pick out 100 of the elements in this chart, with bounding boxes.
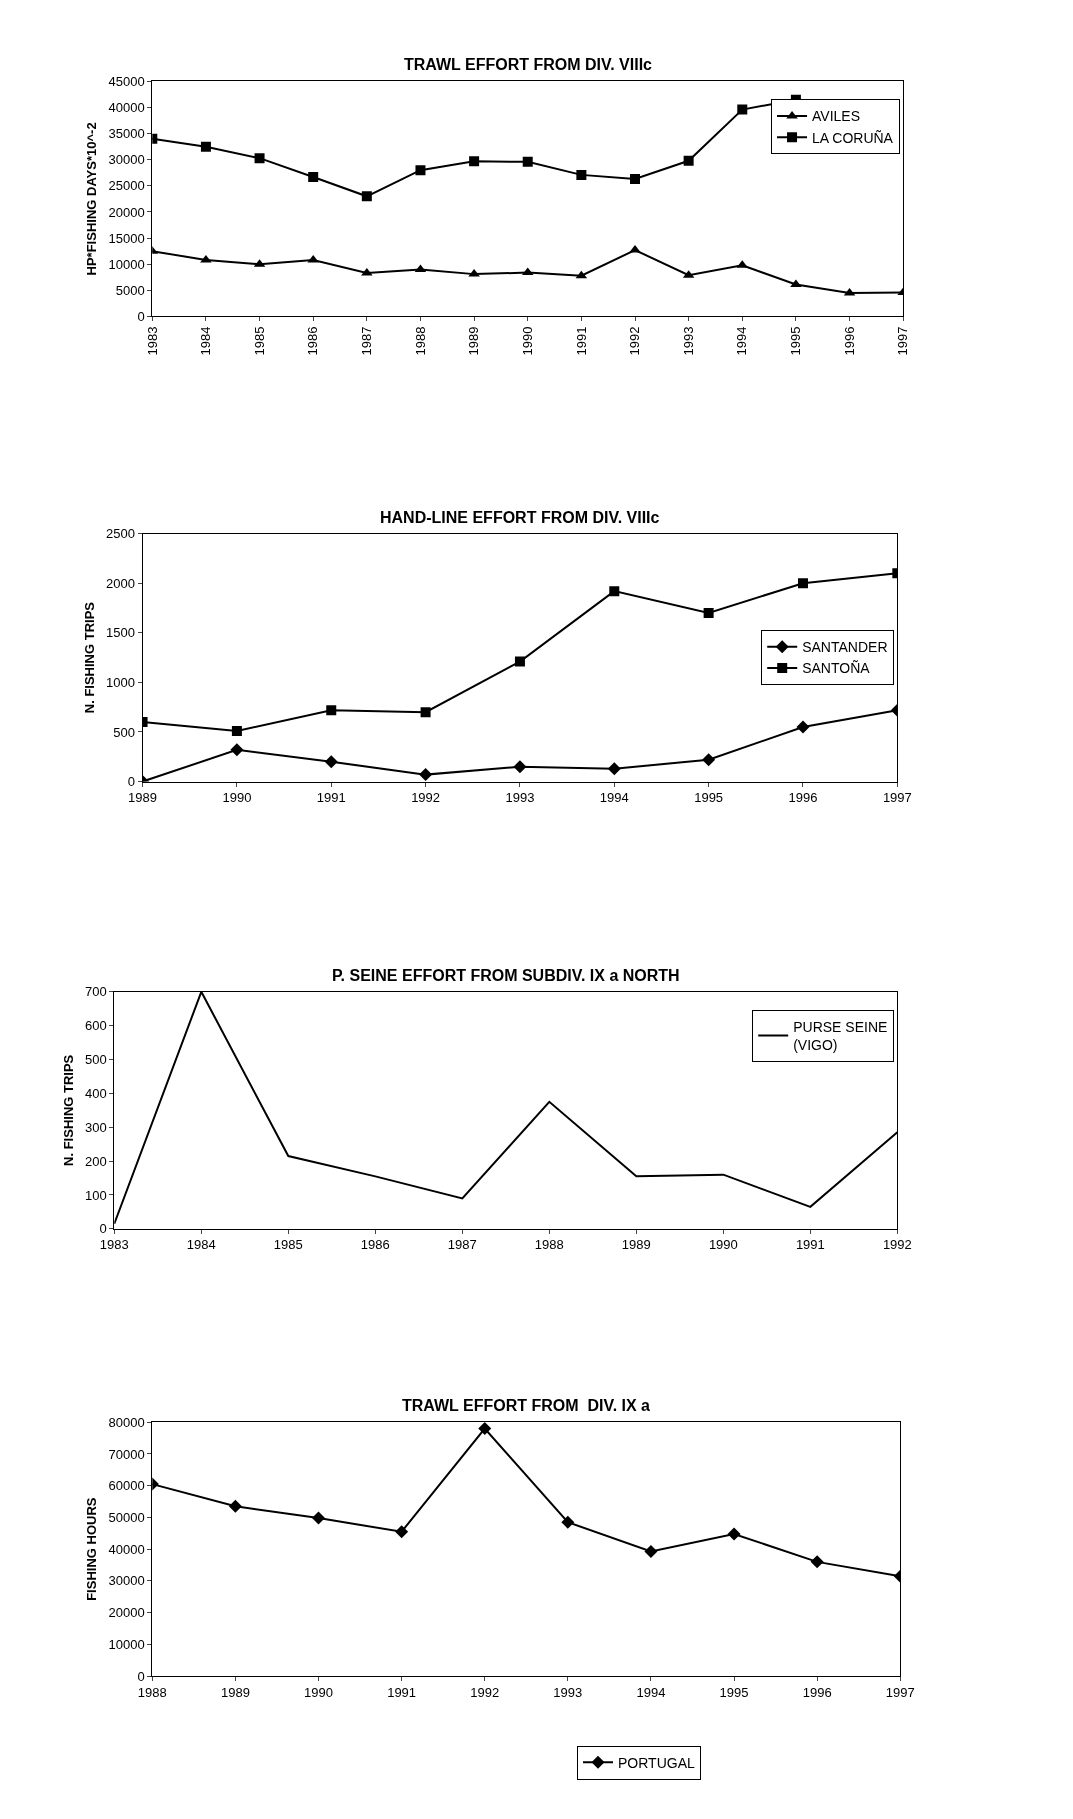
y-tick-label: 2500 (106, 526, 135, 542)
x-tick-label: 1990 (304, 1684, 333, 1700)
y-tick-label: 40000 (108, 1541, 145, 1557)
point (478, 1422, 492, 1436)
point (630, 174, 640, 185)
x-tick-label: 1996 (802, 1684, 832, 1700)
x-tick-label: 1986 (305, 326, 321, 356)
x-tick-label: 1997 (885, 1684, 915, 1700)
y-tick-label: 50000 (108, 1509, 145, 1525)
y-tick-label: 0 (127, 774, 135, 790)
y-tick-label: 40000 (108, 100, 145, 116)
x-tick-label: 1997 (895, 326, 911, 356)
x-tick-label: 1991 (387, 1684, 417, 1700)
y-tick-label: 80000 (108, 1414, 145, 1430)
y-tick-label: 2000 (106, 575, 135, 591)
x-tick-label: 1988 (137, 1684, 167, 1700)
y-tick-label: 600 (85, 1018, 107, 1034)
x-tick-label: 1993 (505, 790, 535, 806)
point (419, 768, 433, 782)
x-tick-label: 1990 (708, 1237, 738, 1253)
y-tick-label: 35000 (108, 126, 145, 142)
y-tick-label: 10000 (108, 256, 145, 272)
x-tick-label: 1995 (719, 1684, 749, 1700)
y-tick-label: 500 (85, 1052, 107, 1068)
point (254, 153, 265, 164)
y-tick-label: 20000 (108, 204, 145, 220)
y-tick-label: 10000 (108, 1636, 145, 1652)
y-axis-title: N. FISHING TRIPS (81, 601, 97, 714)
x-tick-label: 1984 (186, 1237, 216, 1253)
x-tick-label: 1993 (680, 326, 696, 356)
x-tick-label: 1993 (553, 1684, 583, 1700)
x-tick-label: 1983 (144, 326, 160, 356)
point (796, 720, 810, 734)
legend-label: LA CORUÑA (812, 129, 894, 146)
x-tick-label: 1989 (220, 1684, 250, 1700)
point (522, 156, 533, 167)
x-tick-label: 1995 (788, 326, 804, 356)
point (361, 191, 372, 202)
x-tick-label: 1994 (636, 1684, 666, 1700)
point (797, 578, 808, 589)
chart-title: HAND-LINE EFFORT FROM DIV. VIIIc (380, 509, 660, 526)
y-tick-label: 1500 (106, 625, 135, 641)
chart-title: TRAWL EFFORT FROM DIV. VIIIc (404, 56, 653, 73)
x-tick-label: 1992 (627, 326, 643, 356)
point (308, 171, 319, 182)
point (415, 165, 426, 176)
x-tick-label: 1988 (412, 326, 428, 356)
x-tick-label: 1987 (447, 1237, 477, 1253)
point (702, 753, 716, 767)
point (312, 1511, 325, 1525)
chart-title: TRAWL EFFORT FROM DIV. IX a (402, 1397, 651, 1414)
point (469, 156, 480, 167)
y-tick-label: 25000 (108, 178, 145, 194)
point (230, 743, 244, 757)
x-tick-label: 1995 (694, 790, 724, 806)
point (395, 1525, 409, 1539)
x-tick-label: 1994 (599, 790, 629, 806)
y-axis-title: HP*FISHING DAYS*10^-2 (84, 122, 100, 276)
x-tick-label: 1997 (882, 790, 912, 806)
y-tick-label: 100 (85, 1187, 107, 1203)
x-tick-label: 1985 (273, 1237, 303, 1253)
x-tick-label: 1991 (795, 1237, 825, 1253)
y-axis-title: FISHING HOURS (84, 1497, 100, 1601)
x-tick-label: 1989 (621, 1237, 651, 1253)
point (609, 586, 620, 597)
y-tick-label: 20000 (108, 1605, 145, 1621)
y-axis-title: N. FISHING TRIPS (60, 1054, 76, 1166)
x-tick-label: 1985 (251, 326, 267, 356)
x-tick-label: 1992 (882, 1237, 912, 1253)
point (727, 1527, 741, 1541)
point (420, 707, 431, 718)
x-tick-label: 1984 (198, 326, 214, 356)
point (324, 755, 338, 769)
y-tick-label: 200 (85, 1153, 107, 1169)
point (737, 104, 748, 115)
x-tick-label: 1992 (411, 790, 441, 806)
y-tick-label: 400 (85, 1085, 107, 1101)
point (513, 760, 527, 774)
point (790, 279, 802, 288)
x-tick-label: 1996 (841, 326, 857, 356)
y-tick-label: 0 (137, 308, 145, 324)
y-tick-label: 60000 (108, 1478, 145, 1494)
point (228, 1499, 242, 1513)
point (576, 169, 587, 180)
legend-label: SANTANDER (802, 639, 888, 656)
point (607, 762, 621, 776)
point (561, 1515, 575, 1529)
point (326, 705, 337, 716)
y-tick-label: 30000 (108, 152, 145, 168)
legend-label: PURSE SEINE (VIGO) (793, 1018, 888, 1054)
x-tick-label: 1994 (734, 326, 750, 356)
y-tick-label: 500 (113, 724, 135, 740)
x-tick-label: 1986 (360, 1237, 390, 1253)
y-tick-label: 1000 (106, 674, 135, 690)
point (683, 155, 694, 166)
y-tick-label: 30000 (108, 1573, 145, 1589)
y-tick-label: 70000 (108, 1446, 145, 1462)
y-tick-label: 5000 (115, 282, 145, 298)
point (644, 1544, 658, 1558)
x-tick-label: 1988 (534, 1237, 564, 1253)
